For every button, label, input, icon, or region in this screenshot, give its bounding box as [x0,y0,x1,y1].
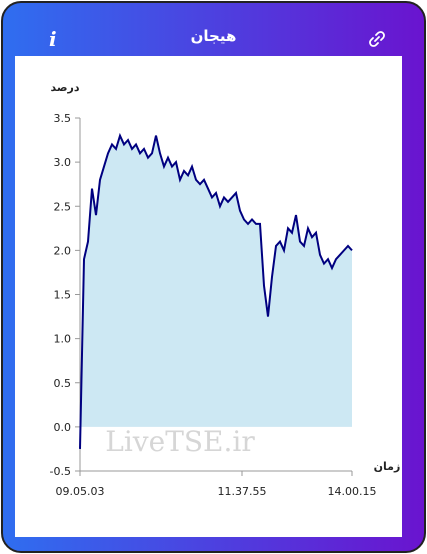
link-button[interactable] [369,31,385,47]
y-axis-label: درصد [51,81,80,94]
chart: درصد زمان LiveTSE.ir -0.5 0.0 0.5 1.0 1.5 2.0… [50,81,401,498]
y-tick-label: -0.5 [50,465,71,478]
x-axis-label: زمان [374,460,401,473]
y-tick-label: 0.5 [54,377,72,390]
area [80,135,352,449]
title: هیجان [190,27,237,45]
y-tick-label: 3.0 [54,156,72,169]
y-tick-label: 1.0 [54,333,72,346]
y-tick-label: 2.5 [54,200,72,213]
watermark: LiveTSE.ir [105,425,255,458]
y-tick-label: 3.5 [54,112,72,125]
x-tick-label: 11.37.55 [218,485,267,498]
line [79,132,353,449]
info-button[interactable]: i [49,27,57,51]
y-tick-label: 0.0 [54,421,72,434]
x-tick-label: 14.00.15 [328,485,377,498]
y-tick-label: 2.0 [54,244,72,257]
chart-panel: درصد زمان LiveTSE.ir -0.5 0.0 0.5 1.0 1.5 2.0… [15,56,402,537]
x-tick-label: 09.05.03 [56,485,105,498]
y-tick-label: 1.5 [54,289,72,302]
